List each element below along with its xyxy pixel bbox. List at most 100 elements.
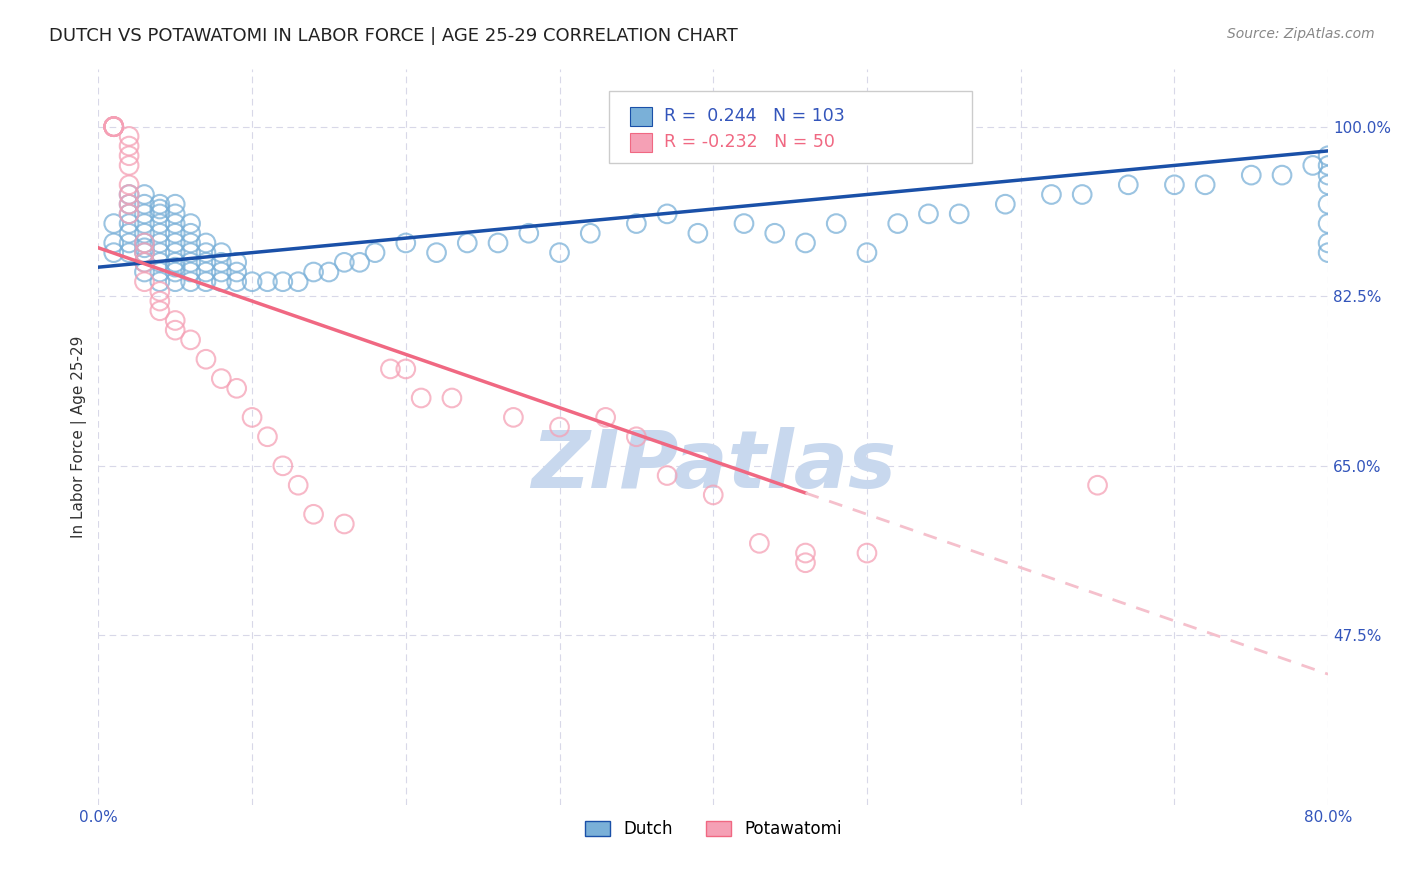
Point: [1302, 158, 1324, 172]
Point: [1271, 168, 1294, 182]
Point: [856, 245, 879, 260]
Point: [134, 265, 156, 279]
Point: [287, 275, 309, 289]
Point: [240, 410, 263, 425]
Point: [733, 217, 755, 231]
Point: [302, 265, 325, 279]
Bar: [630, 107, 652, 126]
Point: [118, 245, 141, 260]
Point: [225, 381, 247, 395]
Point: [225, 265, 247, 279]
Point: [1317, 235, 1340, 250]
Point: [118, 149, 141, 163]
Point: [118, 235, 141, 250]
Point: [240, 275, 263, 289]
Point: [380, 362, 402, 376]
Point: [302, 508, 325, 522]
Point: [134, 255, 156, 269]
Text: ZIPatlas: ZIPatlas: [530, 427, 896, 505]
Point: [165, 235, 187, 250]
Point: [1087, 478, 1109, 492]
Point: [149, 227, 172, 241]
Point: [103, 120, 125, 134]
Point: [1317, 245, 1340, 260]
Point: [103, 120, 125, 134]
Point: [595, 410, 617, 425]
Point: [149, 275, 172, 289]
Point: [395, 235, 418, 250]
Point: [118, 129, 141, 144]
Point: [486, 235, 509, 250]
Point: [225, 255, 247, 269]
Point: [165, 255, 187, 269]
Point: [686, 227, 709, 241]
Point: [349, 255, 371, 269]
Point: [1163, 178, 1185, 192]
Point: [134, 275, 156, 289]
Point: [149, 294, 172, 309]
Y-axis label: In Labor Force | Age 25-29: In Labor Force | Age 25-29: [72, 335, 87, 538]
Point: [548, 245, 571, 260]
Point: [194, 275, 217, 289]
Point: [103, 120, 125, 134]
Point: [333, 516, 356, 531]
Point: [118, 187, 141, 202]
Point: [794, 546, 817, 560]
Point: [655, 207, 678, 221]
Point: [134, 187, 156, 202]
Point: [194, 352, 217, 367]
Point: [134, 255, 156, 269]
Point: [134, 227, 156, 241]
Point: [149, 235, 172, 250]
Point: [165, 207, 187, 221]
Point: [180, 227, 202, 241]
Point: [103, 245, 125, 260]
Point: [118, 227, 141, 241]
Bar: [630, 133, 652, 152]
Point: [194, 255, 217, 269]
Point: [194, 245, 217, 260]
Point: [165, 323, 187, 337]
Legend: Dutch, Potawatomi: Dutch, Potawatomi: [578, 814, 848, 845]
Point: [395, 362, 418, 376]
Point: [702, 488, 724, 502]
Point: [103, 120, 125, 134]
Point: [748, 536, 770, 550]
Point: [165, 260, 187, 275]
Point: [225, 275, 247, 289]
Point: [411, 391, 433, 405]
Point: [271, 275, 294, 289]
Point: [194, 235, 217, 250]
Point: [103, 235, 125, 250]
Point: [149, 303, 172, 318]
Point: [209, 265, 232, 279]
Point: [856, 546, 879, 560]
Point: [256, 275, 278, 289]
Point: [165, 313, 187, 327]
Point: [149, 217, 172, 231]
Point: [502, 410, 524, 425]
Point: [517, 227, 540, 241]
Point: [118, 178, 141, 192]
Point: [118, 139, 141, 153]
Point: [1194, 178, 1216, 192]
Point: [794, 556, 817, 570]
Point: [165, 265, 187, 279]
Point: [271, 458, 294, 473]
Point: [209, 371, 232, 385]
Point: [180, 265, 202, 279]
Point: [194, 265, 217, 279]
Text: R = -0.232   N = 50: R = -0.232 N = 50: [664, 133, 835, 151]
Point: [948, 207, 970, 221]
Point: [118, 158, 141, 172]
Point: [548, 420, 571, 434]
Text: Source: ZipAtlas.com: Source: ZipAtlas.com: [1227, 27, 1375, 41]
Point: [149, 285, 172, 299]
Point: [209, 245, 232, 260]
Point: [655, 468, 678, 483]
Point: [103, 120, 125, 134]
Point: [165, 245, 187, 260]
Point: [134, 207, 156, 221]
Point: [1071, 187, 1094, 202]
Point: [579, 227, 602, 241]
